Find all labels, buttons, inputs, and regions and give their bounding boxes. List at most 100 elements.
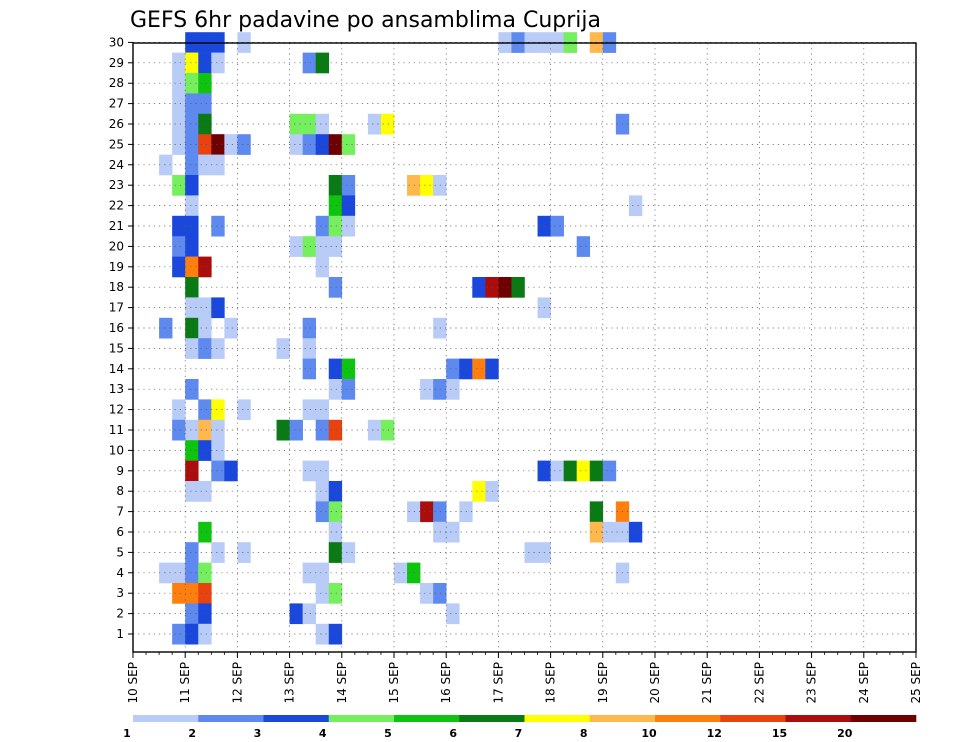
precip-cell-m11-t14 [315,419,330,441]
precip-cell-m20-t13 [302,236,316,257]
heatmap-cells [159,32,643,645]
precip-cell-m7-t14 [315,501,330,523]
y-tick-label-7: 7 [116,505,124,519]
precip-cell-m11-t19 [380,419,395,441]
precip-cell-m7-t15 [328,501,343,523]
x-axis: 10 SEP 11 SEP 12 SEP 13 SEP 14 SEP 15 SEP 16 S… [126,652,923,704]
precip-cell-m29-t6 [211,52,225,74]
precip-cell-m3-t22 [420,583,434,604]
y-tick-label-27: 27 [109,97,124,111]
precip-cell-m11-t4 [185,419,199,441]
precip-cell-m13-t24 [446,379,460,400]
precip-cell-m11-t15 [328,419,343,441]
precip-cell-m5-t8 [237,542,251,563]
precip-cell-m25-t14 [315,134,330,155]
colorbar-swatch-2 [263,715,330,722]
precip-cell-m13-t4 [185,379,199,400]
precip-cell-m11-t5 [198,419,212,441]
precip-cell-m28-t3 [172,73,186,94]
precip-cell-m20-t4 [185,236,199,257]
precip-cell-m6-t15 [328,521,343,543]
precip-cell-m12-t14 [315,399,330,421]
precip-cell-m12-t13 [302,399,316,421]
y-tick-label-8: 8 [116,484,124,498]
precip-cell-m17-t6 [211,297,225,319]
precip-cell-m21-t16 [341,215,356,237]
precip-cell-m4-t2 [159,562,173,584]
colorbar-label-5: 5 [384,727,392,740]
precip-cell-m3-t5 [198,583,212,604]
colorbar-swatch-5 [459,715,525,722]
precip-cell-m23-t15 [328,175,343,196]
precip-cell-m11-t12 [289,419,303,441]
colorbar-label-10: 10 [641,727,657,740]
precip-cell-m5-t15 [328,542,343,563]
precip-cell-m28-t5 [198,73,212,94]
precip-cell-m15-t6 [211,338,225,359]
precip-cell-m2-t13 [302,603,316,625]
y-tick-label-18: 18 [109,280,124,294]
precip-cell-m9-t34 [576,460,591,482]
precip-cell-m22-t15 [328,195,343,217]
precip-cell-m19-t5 [198,256,212,278]
precip-cell-m9-t14 [315,460,330,482]
y-tick-label-12: 12 [109,403,124,417]
precip-cell-m25-t13 [302,134,316,155]
precip-cell-m26-t14 [315,113,330,135]
y-tick-label-13: 13 [109,382,124,396]
precip-cell-m11-t18 [367,419,382,441]
y-tick-label-15: 15 [109,341,124,355]
x-tick-label-2: 12 SEP [230,662,244,704]
precip-cell-m22-t38 [628,195,643,217]
precip-cell-m14-t15 [328,358,343,380]
y-tick-label-1: 1 [116,627,124,641]
precip-cell-m12-t3 [172,399,186,421]
precip-cell-m17-t5 [198,297,212,319]
colorbar-swatch-6 [524,715,591,722]
precip-cell-m9-t4 [185,460,199,482]
precip-cell-m29-t14 [315,52,330,74]
colorbar-swatch-11 [850,715,917,722]
precip-cell-m29-t13 [302,52,316,74]
y-tick-label-3: 3 [116,586,124,600]
precip-cell-m1-t5 [198,623,212,645]
precip-cell-m23-t21 [407,175,421,196]
precip-cell-m15-t13 [302,338,316,359]
precip-cell-m8-t4 [185,481,199,502]
precip-cell-m2-t12 [289,603,303,625]
x-tick-label-7: 17 SEP [491,662,505,704]
precip-cell-m7-t22 [420,501,434,523]
chart-title: GEFS 6hr padavine po ansamblima Cuprija [130,8,601,33]
precip-cell-m22-t16 [341,195,356,217]
precip-cell-m1-t14 [315,623,330,645]
precip-cell-m16-t13 [302,317,316,339]
x-tick-label-8: 18 SEP [544,662,558,704]
y-tick-label-20: 20 [109,239,124,253]
colorbar-label-8: 8 [580,727,588,740]
precip-cell-m14-t24 [446,358,460,380]
colorbar-label-4: 4 [319,727,327,740]
precip-cell-m9-t13 [302,460,316,482]
colorbar: 1 2 3 4 5 6 7 8 10 12 15 20 [123,715,917,740]
precip-cell-m18-t4 [185,277,199,298]
y-tick-label-16: 16 [109,321,124,335]
precip-cell-m23-t16 [341,175,356,196]
precip-cell-m3-t3 [172,583,186,604]
precip-cell-m12-t6 [211,399,225,421]
colorbar-swatch-8 [655,715,721,722]
y-tick-label-29: 29 [109,56,124,70]
y-tick-label-25: 25 [109,137,124,151]
precip-cell-m29-t3 [172,52,186,74]
precip-cell-m25-t8 [237,134,251,155]
precip-cell-m16-t7 [224,317,238,339]
precip-cell-m4-t13 [302,562,316,584]
y-tick-label-28: 28 [109,76,124,90]
precip-cell-m23-t4 [185,175,199,196]
precip-cell-m6-t5 [198,521,212,543]
precip-cell-m26-t12 [289,113,303,135]
precip-cell-m1-t4 [185,623,199,645]
precip-cell-m9-t32 [550,460,564,482]
precip-cell-m4-t14 [315,562,330,584]
y-tick-label-30: 30 [109,35,124,49]
x-tick-label-11: 21 SEP [700,662,714,704]
